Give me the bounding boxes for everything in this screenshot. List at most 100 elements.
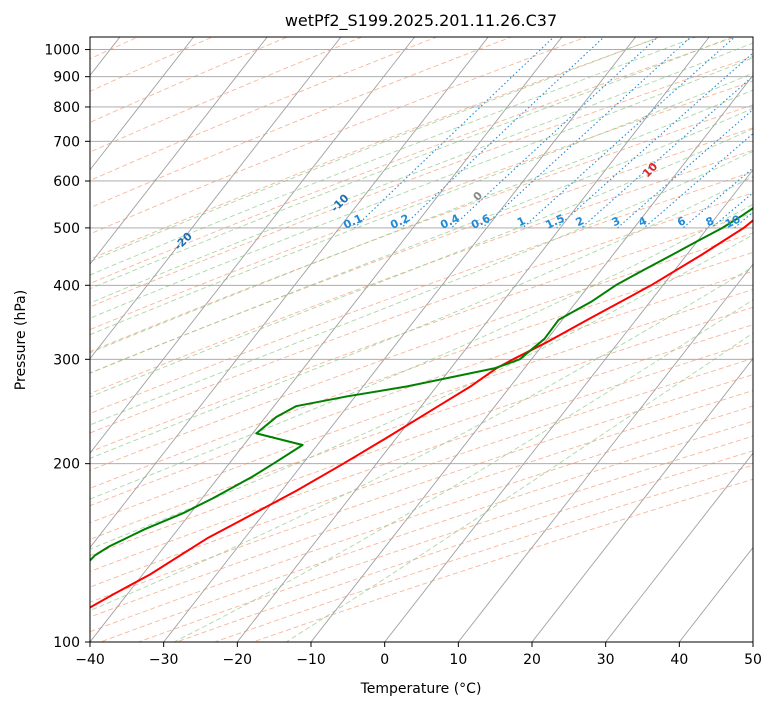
dry-adiabat <box>90 251 753 489</box>
mixing-ratio-line <box>556 52 753 229</box>
dry-adiabat <box>90 37 214 92</box>
mixing-ratio-label: 1.5 <box>543 212 566 232</box>
mixing-ratio-label: 10 <box>723 212 743 230</box>
moist-adiabat <box>285 332 753 642</box>
dry-adiabat <box>90 270 753 507</box>
y-tick-label: 300 <box>53 352 80 368</box>
dry-adiabat <box>90 104 753 353</box>
y-tick-label: 900 <box>53 70 80 86</box>
grid-lines <box>90 37 753 642</box>
dry-adiabat <box>90 37 364 153</box>
line-annotations: -100-90-80-70-60-50-40-30-20-10010203040… <box>22 160 769 291</box>
isotherm-line <box>752 641 753 642</box>
isotherm-line <box>236 37 710 642</box>
isotherm-line <box>605 452 753 642</box>
dry-adiabat <box>90 37 737 284</box>
mixing-ratio-label: 6 <box>675 214 688 229</box>
dry-adiabat <box>90 192 753 434</box>
dry-adiabat <box>214 464 753 642</box>
dry-adiabat <box>90 232 753 471</box>
mixing-ratio-label: 8 <box>704 214 716 229</box>
isotherm-line <box>531 357 753 642</box>
isotherm-line <box>90 37 415 454</box>
dry-adiabat <box>90 37 289 123</box>
mixing-ratio-line <box>617 108 753 229</box>
y-tick-label: 600 <box>53 174 80 190</box>
moist-adiabat <box>173 299 753 642</box>
moist-adiabat <box>90 176 753 459</box>
dry-adiabat <box>90 374 753 603</box>
y-tick-label: 700 <box>53 134 80 150</box>
mixing-ratio-label: 4 <box>636 214 649 229</box>
x-tick-label: −40 <box>75 652 105 668</box>
isotherm-line <box>310 74 753 642</box>
mixing-ratio-line <box>733 211 753 229</box>
sounding-series <box>90 206 753 609</box>
isotherm-line <box>384 169 753 642</box>
mixing-ratio-line <box>762 25 775 228</box>
mixing-ratio-label: 13 <box>750 213 769 231</box>
mixing-ratio-line <box>522 37 736 229</box>
mixing-ratio-line <box>481 37 692 229</box>
x-tick-label: −20 <box>223 652 253 668</box>
dry-adiabat <box>100 420 753 642</box>
mixing-ratio-label: 0.1 <box>341 212 364 232</box>
dry-adiabat <box>90 149 753 395</box>
dry-adiabat <box>90 55 753 308</box>
moist-adiabat <box>90 72 753 336</box>
mixing-ratio-label: 1 <box>515 214 527 229</box>
x-axis-label: Temperature (°C) <box>360 681 482 697</box>
isotherm-line <box>163 37 636 642</box>
x-tick-label: 30 <box>597 652 615 668</box>
y-tick-label: 800 <box>53 100 80 116</box>
isotherm-line <box>90 37 268 265</box>
x-tick-label: 50 <box>744 652 762 668</box>
moist-adiabat <box>90 128 753 398</box>
x-tick-label: 40 <box>670 652 688 668</box>
dry-adiabat <box>90 37 588 235</box>
moist-adiabat <box>90 150 753 426</box>
x-tick-label: 10 <box>449 652 467 668</box>
y-tick-label: 1000 <box>44 43 80 59</box>
moist-adiabat <box>90 266 753 612</box>
dry-adiabat-label: -10 <box>328 191 351 214</box>
isotherm-line <box>90 37 342 360</box>
dry-adiabat <box>90 341 753 572</box>
y-tick-label: 500 <box>53 221 80 237</box>
isotherm-line <box>90 37 194 171</box>
dry-adiabat-label: -30 <box>22 268 45 291</box>
y-tick-label: 200 <box>53 457 80 473</box>
moist-adiabat <box>90 89 753 354</box>
x-tick-label: 0 <box>380 652 389 668</box>
moist-adiabat <box>90 57 753 319</box>
y-tick-label: 100 <box>53 635 80 651</box>
chart-title: wetPf2_S199.2025.201.11.26.C37 <box>285 11 557 31</box>
x-tick-label: −10 <box>296 652 326 668</box>
mixing-ratio-line <box>354 37 555 229</box>
dry-adiabat <box>90 324 753 557</box>
dry-adiabat <box>90 357 753 588</box>
dry-adiabat <box>0 25 13 642</box>
dry-adiabat <box>90 80 753 331</box>
dry-adiabat <box>252 478 753 642</box>
y-tick-label: 400 <box>53 278 80 294</box>
isotherm-line <box>90 37 489 549</box>
dry-adiabat <box>90 171 753 414</box>
x-tick-label: 20 <box>523 652 541 668</box>
mixing-ratio-line <box>682 167 753 229</box>
moist-adiabat <box>90 107 753 374</box>
dry-adiabat <box>90 37 513 209</box>
dewpoint-profile <box>90 206 753 562</box>
moist-adiabat <box>90 42 753 304</box>
dry-adiabat <box>90 127 753 374</box>
moist-adiabat <box>90 203 753 500</box>
isotherm-line <box>90 37 563 642</box>
moist-adiabat-label: 10 <box>640 160 660 180</box>
moist-adiabat-label: 0 <box>471 189 486 204</box>
dry-adiabat <box>176 450 753 642</box>
dry-adiabat <box>90 288 753 524</box>
isotherm-line <box>457 263 753 642</box>
y-axis-label: Pressure (hPa) <box>13 290 29 390</box>
temperature-profile <box>90 219 753 609</box>
